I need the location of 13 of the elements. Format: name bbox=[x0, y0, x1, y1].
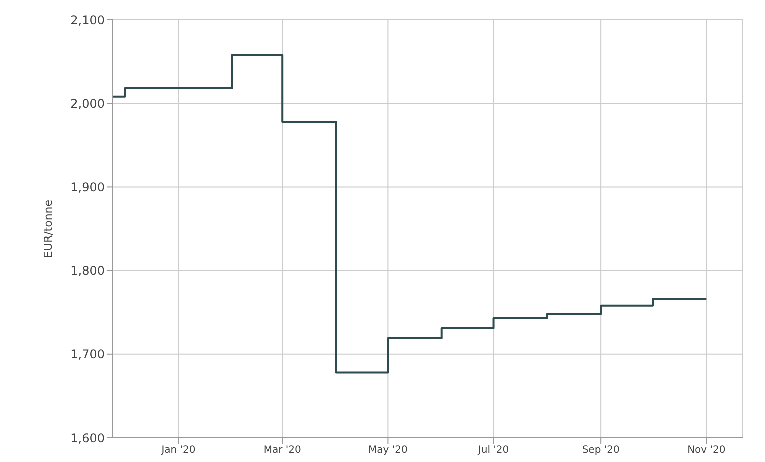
y-tick-label: 2,000 bbox=[70, 96, 105, 111]
x-tick-label: May '20 bbox=[368, 445, 408, 456]
y-tick-label: 1,700 bbox=[70, 348, 105, 362]
x-tick-label: Mar '20 bbox=[264, 445, 302, 456]
y-tick-label: 2,100 bbox=[70, 13, 105, 28]
y-tick-label: 1,900 bbox=[70, 180, 105, 194]
x-tick-label: Jan '20 bbox=[160, 445, 196, 456]
x-tick-label: Nov '20 bbox=[688, 445, 726, 456]
y-axis-title: EUR/tonne bbox=[42, 200, 55, 258]
x-tick-label: Sep '20 bbox=[582, 445, 620, 456]
y-tick-label: 1,800 bbox=[70, 264, 105, 278]
x-tick-label: Jul '20 bbox=[477, 445, 510, 456]
y-tick-label: 1,600 bbox=[70, 431, 105, 446]
